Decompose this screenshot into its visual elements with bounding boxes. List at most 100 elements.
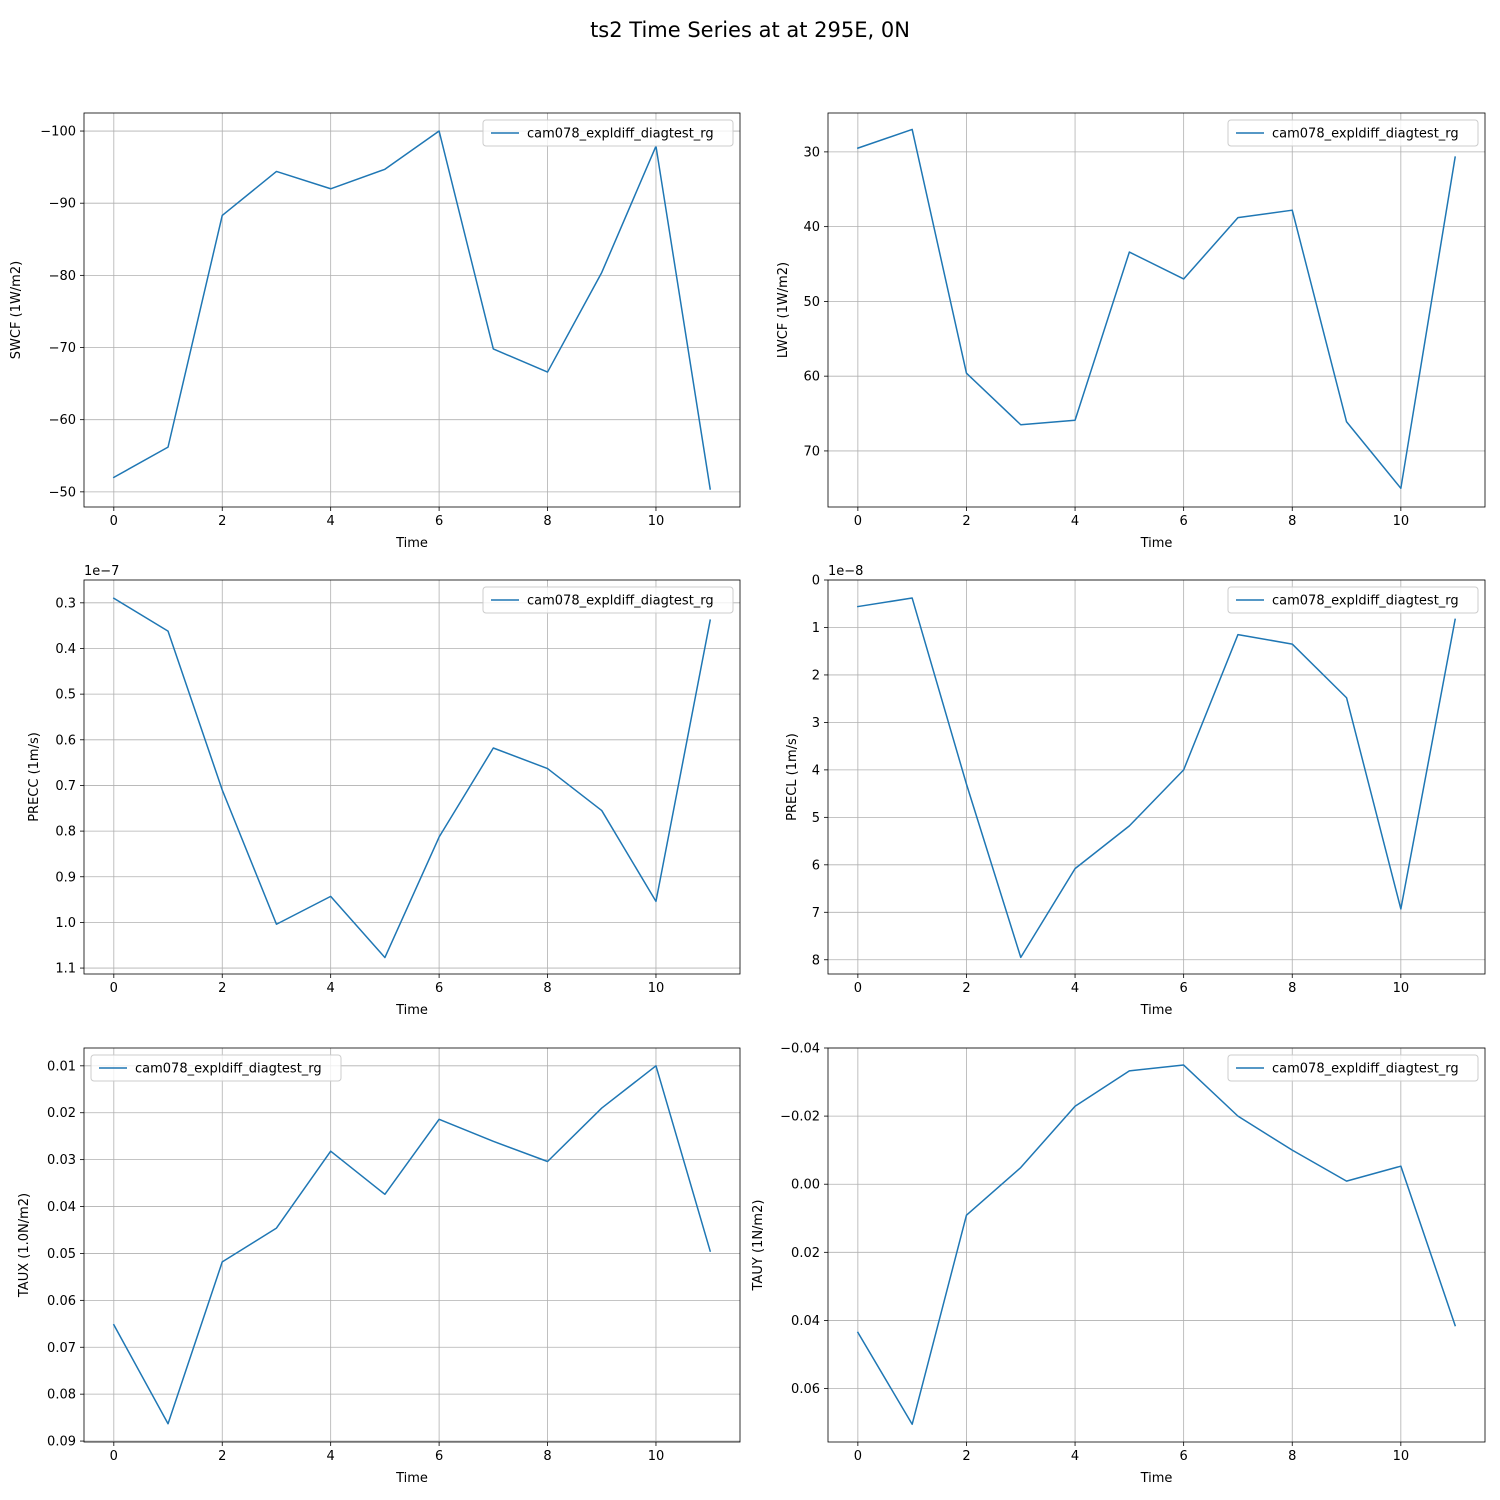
x-axis-label: Time xyxy=(395,1471,428,1486)
series-line xyxy=(112,597,712,959)
y-tick-label: 70 xyxy=(803,444,820,459)
y-axis-label: TAUY (1N/m2) xyxy=(751,1200,766,1292)
x-tick-label: 10 xyxy=(648,1449,665,1464)
y-tick-label: 1.0 xyxy=(55,916,76,931)
y-tick-label: −80 xyxy=(49,269,76,284)
legend-label: cam078_expldiff_diagtest_rg xyxy=(527,127,714,142)
x-tick-label: 10 xyxy=(648,981,665,996)
x-axis-label: Time xyxy=(1140,1003,1173,1018)
legend: cam078_expldiff_diagtest_rg xyxy=(482,586,734,614)
axes-frame xyxy=(83,112,741,508)
y-tick-label: 2 xyxy=(812,668,820,683)
legend-label: cam078_expldiff_diagtest_rg xyxy=(527,594,714,609)
legend: cam078_expldiff_diagtest_rg xyxy=(1227,119,1479,147)
legend-frame xyxy=(1227,1054,1479,1082)
axes-frame xyxy=(827,1047,1486,1443)
legend-label: cam078_expldiff_diagtest_rg xyxy=(135,1062,322,1077)
y-tick-label: 0.4 xyxy=(55,642,76,657)
x-tick-label: 6 xyxy=(1180,1449,1188,1464)
figure-title: ts2 Time Series at at 295E, 0N xyxy=(590,18,910,42)
y-tick-label: −90 xyxy=(49,197,76,212)
y-tick-label: 0.04 xyxy=(791,1314,820,1329)
y-tick-label: 0.02 xyxy=(791,1246,820,1261)
y-offset-label: 1e−7 xyxy=(84,564,119,579)
y-axis-label: LWCF (1W/m2) xyxy=(776,262,791,358)
y-tick-label: 8 xyxy=(812,953,820,968)
y-axis-label: PRECC (1m/s) xyxy=(27,732,42,822)
y-tick-label: 0.08 xyxy=(47,1388,76,1403)
axes-frame xyxy=(83,579,741,975)
y-tick-label: 0.9 xyxy=(55,870,76,885)
series-line xyxy=(112,130,712,490)
legend-frame xyxy=(482,586,734,614)
subplot-6: 0 2 4 6 8 10 −0.04 −0.02 0.00 0.02 0.04 0.06 Time TAU… xyxy=(751,1042,1486,1486)
y-tick-label: 0.06 xyxy=(791,1382,820,1397)
y-tick-label: 0.6 xyxy=(55,733,76,748)
y-tick-label: 40 xyxy=(803,220,820,235)
series-line xyxy=(856,128,1457,490)
x-tick-label: 4 xyxy=(327,514,335,529)
x-tick-label: 2 xyxy=(962,514,970,529)
y-tick-label: 60 xyxy=(803,370,820,385)
legend: cam078_expldiff_diagtest_rg xyxy=(90,1054,342,1082)
x-tick-label: 10 xyxy=(1393,514,1410,529)
subplot-2: 0 2 4 6 8 10 30 40 50 60 70 Time LWCF (1W/m2) cam078_… xyxy=(776,112,1486,551)
y-tick-label: 0.7 xyxy=(55,779,76,794)
x-tick-label: 0 xyxy=(854,514,862,529)
series-line xyxy=(856,1064,1457,1426)
subplot-3: 0 2 4 6 8 10 0.3 0.4 0.5 0.6 0.7 0.8 0.9 1.0 1.1 Time PR… xyxy=(27,564,741,1018)
y-tick-label: 0.3 xyxy=(55,596,76,611)
x-tick-label: 6 xyxy=(435,1449,443,1464)
x-tick-label: 0 xyxy=(110,514,118,529)
y-offset-label: 1e−8 xyxy=(828,564,863,579)
x-tick-label: 4 xyxy=(1071,1449,1079,1464)
y-tick-label: −50 xyxy=(49,485,76,500)
x-tick-label: 10 xyxy=(1393,1449,1410,1464)
x-tick-label: 10 xyxy=(1393,981,1410,996)
y-axis-label: SWCF (1W/m2) xyxy=(9,261,24,359)
axes-frame xyxy=(83,1047,741,1443)
x-tick-label: 8 xyxy=(543,514,551,529)
x-axis-label: Time xyxy=(395,1003,428,1018)
legend-label: cam078_expldiff_diagtest_rg xyxy=(1272,1062,1459,1077)
x-tick-label: 0 xyxy=(110,1449,118,1464)
y-tick-label: −60 xyxy=(49,413,76,428)
legend-label: cam078_expldiff_diagtest_rg xyxy=(1272,594,1459,609)
x-tick-label: 8 xyxy=(543,981,551,996)
x-tick-label: 8 xyxy=(1288,514,1296,529)
y-tick-label: 4 xyxy=(812,763,820,778)
x-tick-label: 2 xyxy=(962,981,970,996)
x-tick-label: 2 xyxy=(218,981,226,996)
x-tick-label: 4 xyxy=(327,981,335,996)
y-tick-label: 1.1 xyxy=(55,962,76,977)
y-tick-label: 0.04 xyxy=(47,1200,76,1215)
legend-frame xyxy=(1227,119,1479,147)
y-tick-label: 0.07 xyxy=(47,1341,76,1356)
y-tick-label: 0.00 xyxy=(791,1178,820,1193)
x-tick-label: 0 xyxy=(110,981,118,996)
y-tick-label: 1 xyxy=(812,621,820,636)
axes-frame xyxy=(827,579,1486,975)
y-tick-label: 5 xyxy=(812,811,820,826)
x-tick-label: 2 xyxy=(218,514,226,529)
y-tick-label: 0.06 xyxy=(47,1294,76,1309)
y-tick-label: 6 xyxy=(812,858,820,873)
y-tick-label: 3 xyxy=(812,716,820,731)
x-axis-label: Time xyxy=(1140,1471,1173,1486)
subplot-4: 0 2 4 6 8 10 0 1 2 3 4 5 6 7 8 Time PRECL (1m/s) 1e−8 cam0… xyxy=(785,564,1486,1018)
y-tick-label: 0.8 xyxy=(55,825,76,840)
x-tick-label: 0 xyxy=(854,981,862,996)
legend-frame xyxy=(482,119,734,147)
y-axis-label: TAUX (1.0N/m2) xyxy=(17,1193,32,1298)
x-tick-label: 4 xyxy=(1071,514,1079,529)
y-tick-label: 0.03 xyxy=(47,1153,76,1168)
y-tick-label: −0.02 xyxy=(780,1110,820,1125)
subplot-5: 0 2 4 6 8 10 0.01 0.02 0.03 0.04 0.05 0.06 0.07 0.08 0… xyxy=(17,1047,741,1486)
x-axis-label: Time xyxy=(395,536,428,551)
subplot-1: 0 2 4 6 8 10 −100 −90 −80 −70 −60 −50 Time SWCF (1W/m… xyxy=(9,112,741,551)
y-tick-label: −70 xyxy=(49,341,76,356)
legend: cam078_expldiff_diagtest_rg xyxy=(1227,1054,1479,1082)
